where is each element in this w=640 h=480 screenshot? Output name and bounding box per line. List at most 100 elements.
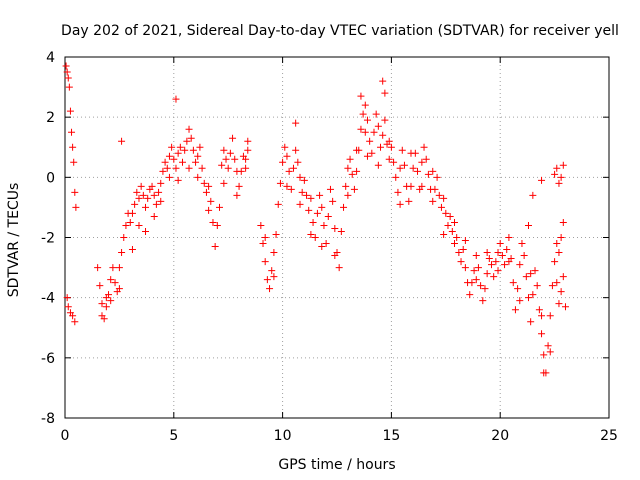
x-tick-label: 0: [61, 428, 70, 444]
x-tick-label: 25: [600, 428, 618, 444]
data-point: [68, 128, 76, 136]
x-tick-label: 10: [274, 428, 292, 444]
data-point: [553, 279, 561, 287]
data-point: [200, 179, 208, 187]
data-point: [194, 152, 202, 160]
data-point: [122, 221, 130, 229]
data-point: [420, 143, 428, 151]
data-point: [174, 149, 182, 157]
data-point: [518, 240, 526, 248]
data-point: [385, 137, 393, 145]
data-point: [479, 297, 487, 305]
data-point: [555, 300, 563, 308]
data-point: [71, 318, 79, 326]
data-point: [237, 167, 245, 175]
data-point: [259, 240, 267, 248]
y-tick-label: -2: [41, 231, 55, 247]
x-tick-labels: 0 5 10 15 20 25: [61, 428, 618, 444]
data-point: [451, 240, 459, 248]
data-point: [70, 158, 78, 166]
data-point: [429, 167, 437, 175]
data-point: [72, 203, 80, 211]
data-point: [261, 234, 269, 241]
data-point: [533, 282, 541, 290]
data-point: [331, 224, 339, 232]
data-point: [283, 182, 291, 190]
data-point: [418, 158, 426, 166]
data-point: [266, 285, 274, 293]
data-point: [335, 264, 343, 272]
data-point: [131, 200, 139, 208]
data-point: [379, 77, 387, 85]
data-point: [207, 197, 215, 205]
data-point: [461, 237, 469, 245]
data-point: [546, 348, 554, 356]
data-point: [63, 68, 71, 76]
data-point: [342, 182, 350, 190]
grid-lines: [65, 57, 609, 418]
data-point: [357, 92, 365, 100]
data-point: [270, 273, 278, 281]
data-point: [222, 155, 230, 163]
data-point: [379, 131, 387, 139]
data-point: [522, 273, 530, 281]
data-point: [442, 209, 450, 217]
data-point: [498, 252, 506, 260]
chart-title: Day 202 of 2021, Sidereal Day-to-day VTE…: [61, 23, 619, 39]
data-point: [152, 200, 160, 208]
data-point: [520, 252, 528, 260]
data-point: [494, 249, 502, 257]
data-point: [71, 188, 79, 196]
data-point: [292, 146, 300, 154]
data-point: [181, 146, 189, 154]
data-point: [477, 282, 485, 290]
data-point: [524, 294, 532, 302]
data-point: [557, 234, 565, 241]
data-point: [185, 125, 193, 133]
data-point: [516, 261, 524, 269]
data-point: [224, 164, 232, 172]
data-point: [298, 188, 306, 196]
data-point: [257, 221, 265, 229]
data-point: [374, 122, 382, 130]
data-point: [318, 203, 326, 211]
data-point: [220, 179, 228, 187]
data-point: [65, 83, 73, 91]
data-point: [202, 188, 210, 196]
data-point: [313, 209, 321, 217]
data-point: [496, 240, 504, 248]
data-point: [150, 191, 158, 199]
data-point: [398, 146, 406, 154]
data-point: [211, 243, 219, 251]
data-point: [540, 351, 548, 359]
data-point: [492, 258, 500, 266]
data-point: [361, 128, 369, 136]
data-point: [381, 89, 389, 97]
data-point: [361, 101, 369, 109]
data-point: [487, 261, 495, 269]
data-point: [159, 167, 167, 175]
y-tick-label: 4: [46, 50, 55, 66]
data-point: [150, 212, 158, 220]
data-point: [279, 158, 287, 166]
data-point: [198, 164, 206, 172]
data-point: [135, 194, 143, 202]
data-point: [451, 218, 459, 226]
data-point: [268, 267, 276, 275]
data-point: [357, 125, 365, 133]
data-point: [353, 167, 361, 175]
x-axis-label: GPS time / hours: [278, 457, 395, 473]
data-point: [468, 279, 476, 287]
data-point: [372, 110, 380, 118]
data-point: [215, 203, 223, 211]
data-point: [377, 143, 385, 151]
data-point: [176, 143, 184, 151]
data-point: [538, 312, 546, 320]
data-point: [276, 179, 284, 187]
data-point: [174, 176, 182, 184]
data-point: [213, 221, 221, 229]
data-point: [98, 312, 106, 320]
data-point: [559, 218, 567, 226]
data-point: [289, 164, 297, 172]
data-point: [368, 149, 376, 157]
